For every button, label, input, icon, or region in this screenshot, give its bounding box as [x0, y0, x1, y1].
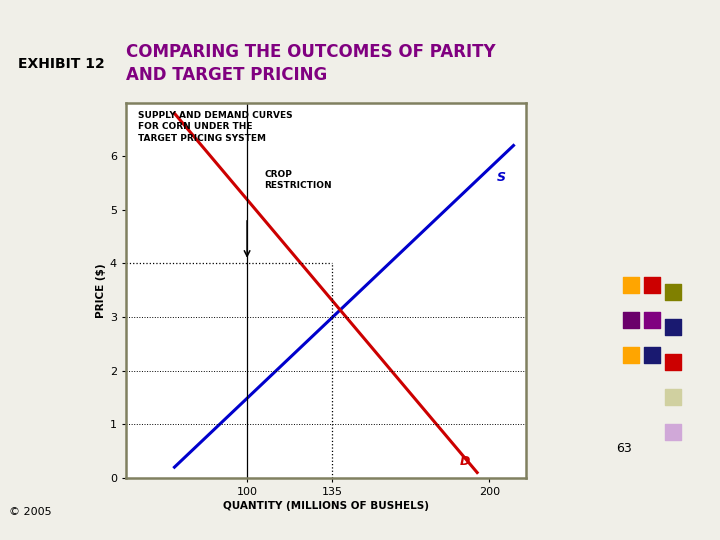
Text: EXHIBIT 12: EXHIBIT 12 — [18, 57, 104, 71]
Point — [647, 281, 658, 289]
Point — [647, 315, 658, 324]
Text: AND TARGET PRICING: AND TARGET PRICING — [126, 66, 328, 84]
Text: COMPARING THE OUTCOMES OF PARITY: COMPARING THE OUTCOMES OF PARITY — [126, 43, 495, 61]
Text: SUPPLY AND DEMAND CURVES
FOR CORN UNDER THE
TARGET PRICING SYSTEM: SUPPLY AND DEMAND CURVES FOR CORN UNDER … — [138, 111, 293, 143]
Point — [667, 323, 678, 332]
Text: S: S — [497, 171, 505, 184]
Text: CROP
RESTRICTION: CROP RESTRICTION — [264, 170, 332, 191]
Text: D: D — [460, 455, 471, 468]
Point — [626, 350, 637, 359]
Point — [647, 350, 658, 359]
Point — [667, 357, 678, 366]
X-axis label: QUANTITY (MILLIONS OF BUSHELS): QUANTITY (MILLIONS OF BUSHELS) — [222, 501, 429, 511]
Point — [626, 281, 637, 289]
Text: © 2005: © 2005 — [9, 507, 51, 517]
Point — [667, 288, 678, 297]
Point — [667, 393, 678, 401]
Text: 63: 63 — [616, 442, 631, 455]
Point — [667, 427, 678, 436]
Y-axis label: PRICE ($): PRICE ($) — [96, 263, 106, 318]
Point — [626, 315, 637, 324]
